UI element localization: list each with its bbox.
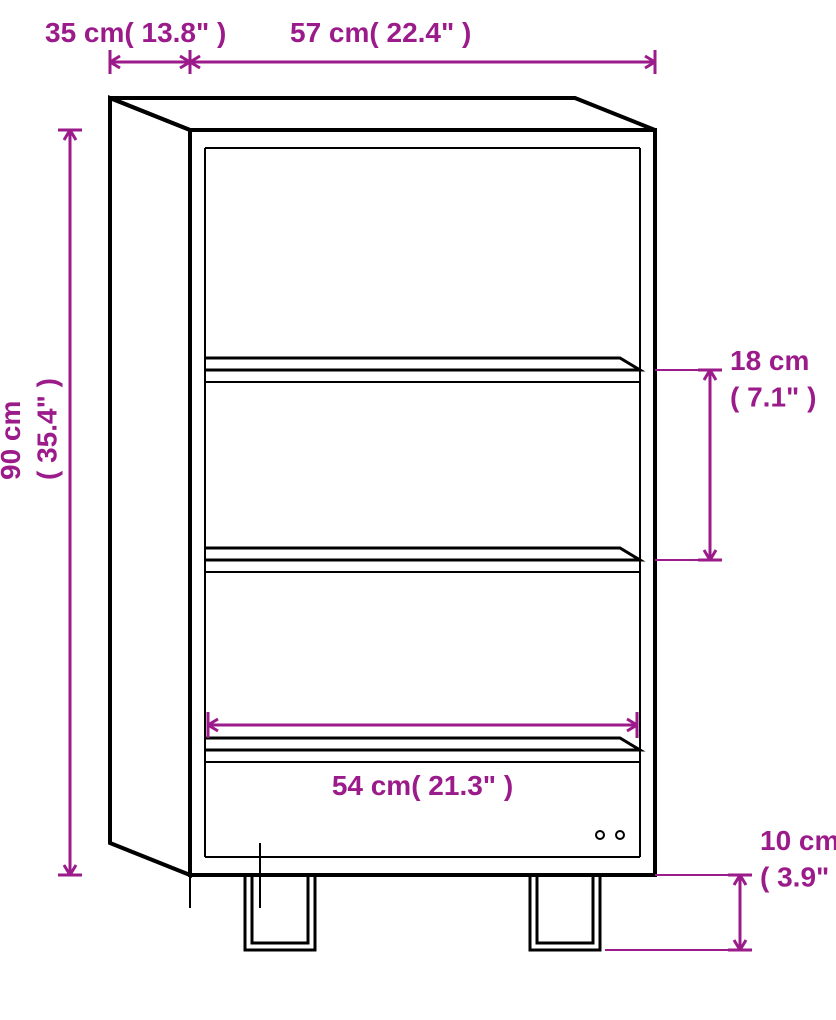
dim-label-height: 90 cm( 35.4" ) <box>0 378 62 480</box>
dim-label-leg_height: 10 cm( 3.9" ) <box>760 825 836 892</box>
hole-2 <box>596 831 604 839</box>
dim-label-inner_width: 54 cm( 21.3" ) <box>332 770 513 801</box>
top-face <box>110 98 655 130</box>
shelf-2 <box>205 548 640 560</box>
shelf-1 <box>205 358 640 370</box>
left-face <box>110 98 190 875</box>
front-face <box>190 130 655 875</box>
dim-label-width: 57 cm( 22.4" ) <box>290 17 471 48</box>
dim-label-depth: 35 cm( 13.8" ) <box>45 17 226 48</box>
shelf-3 <box>205 738 640 750</box>
hole-1 <box>616 831 624 839</box>
dim-label-shelf_gap: 18 cm( 7.1" ) <box>730 345 816 412</box>
leg <box>530 875 600 950</box>
leg <box>245 875 315 950</box>
